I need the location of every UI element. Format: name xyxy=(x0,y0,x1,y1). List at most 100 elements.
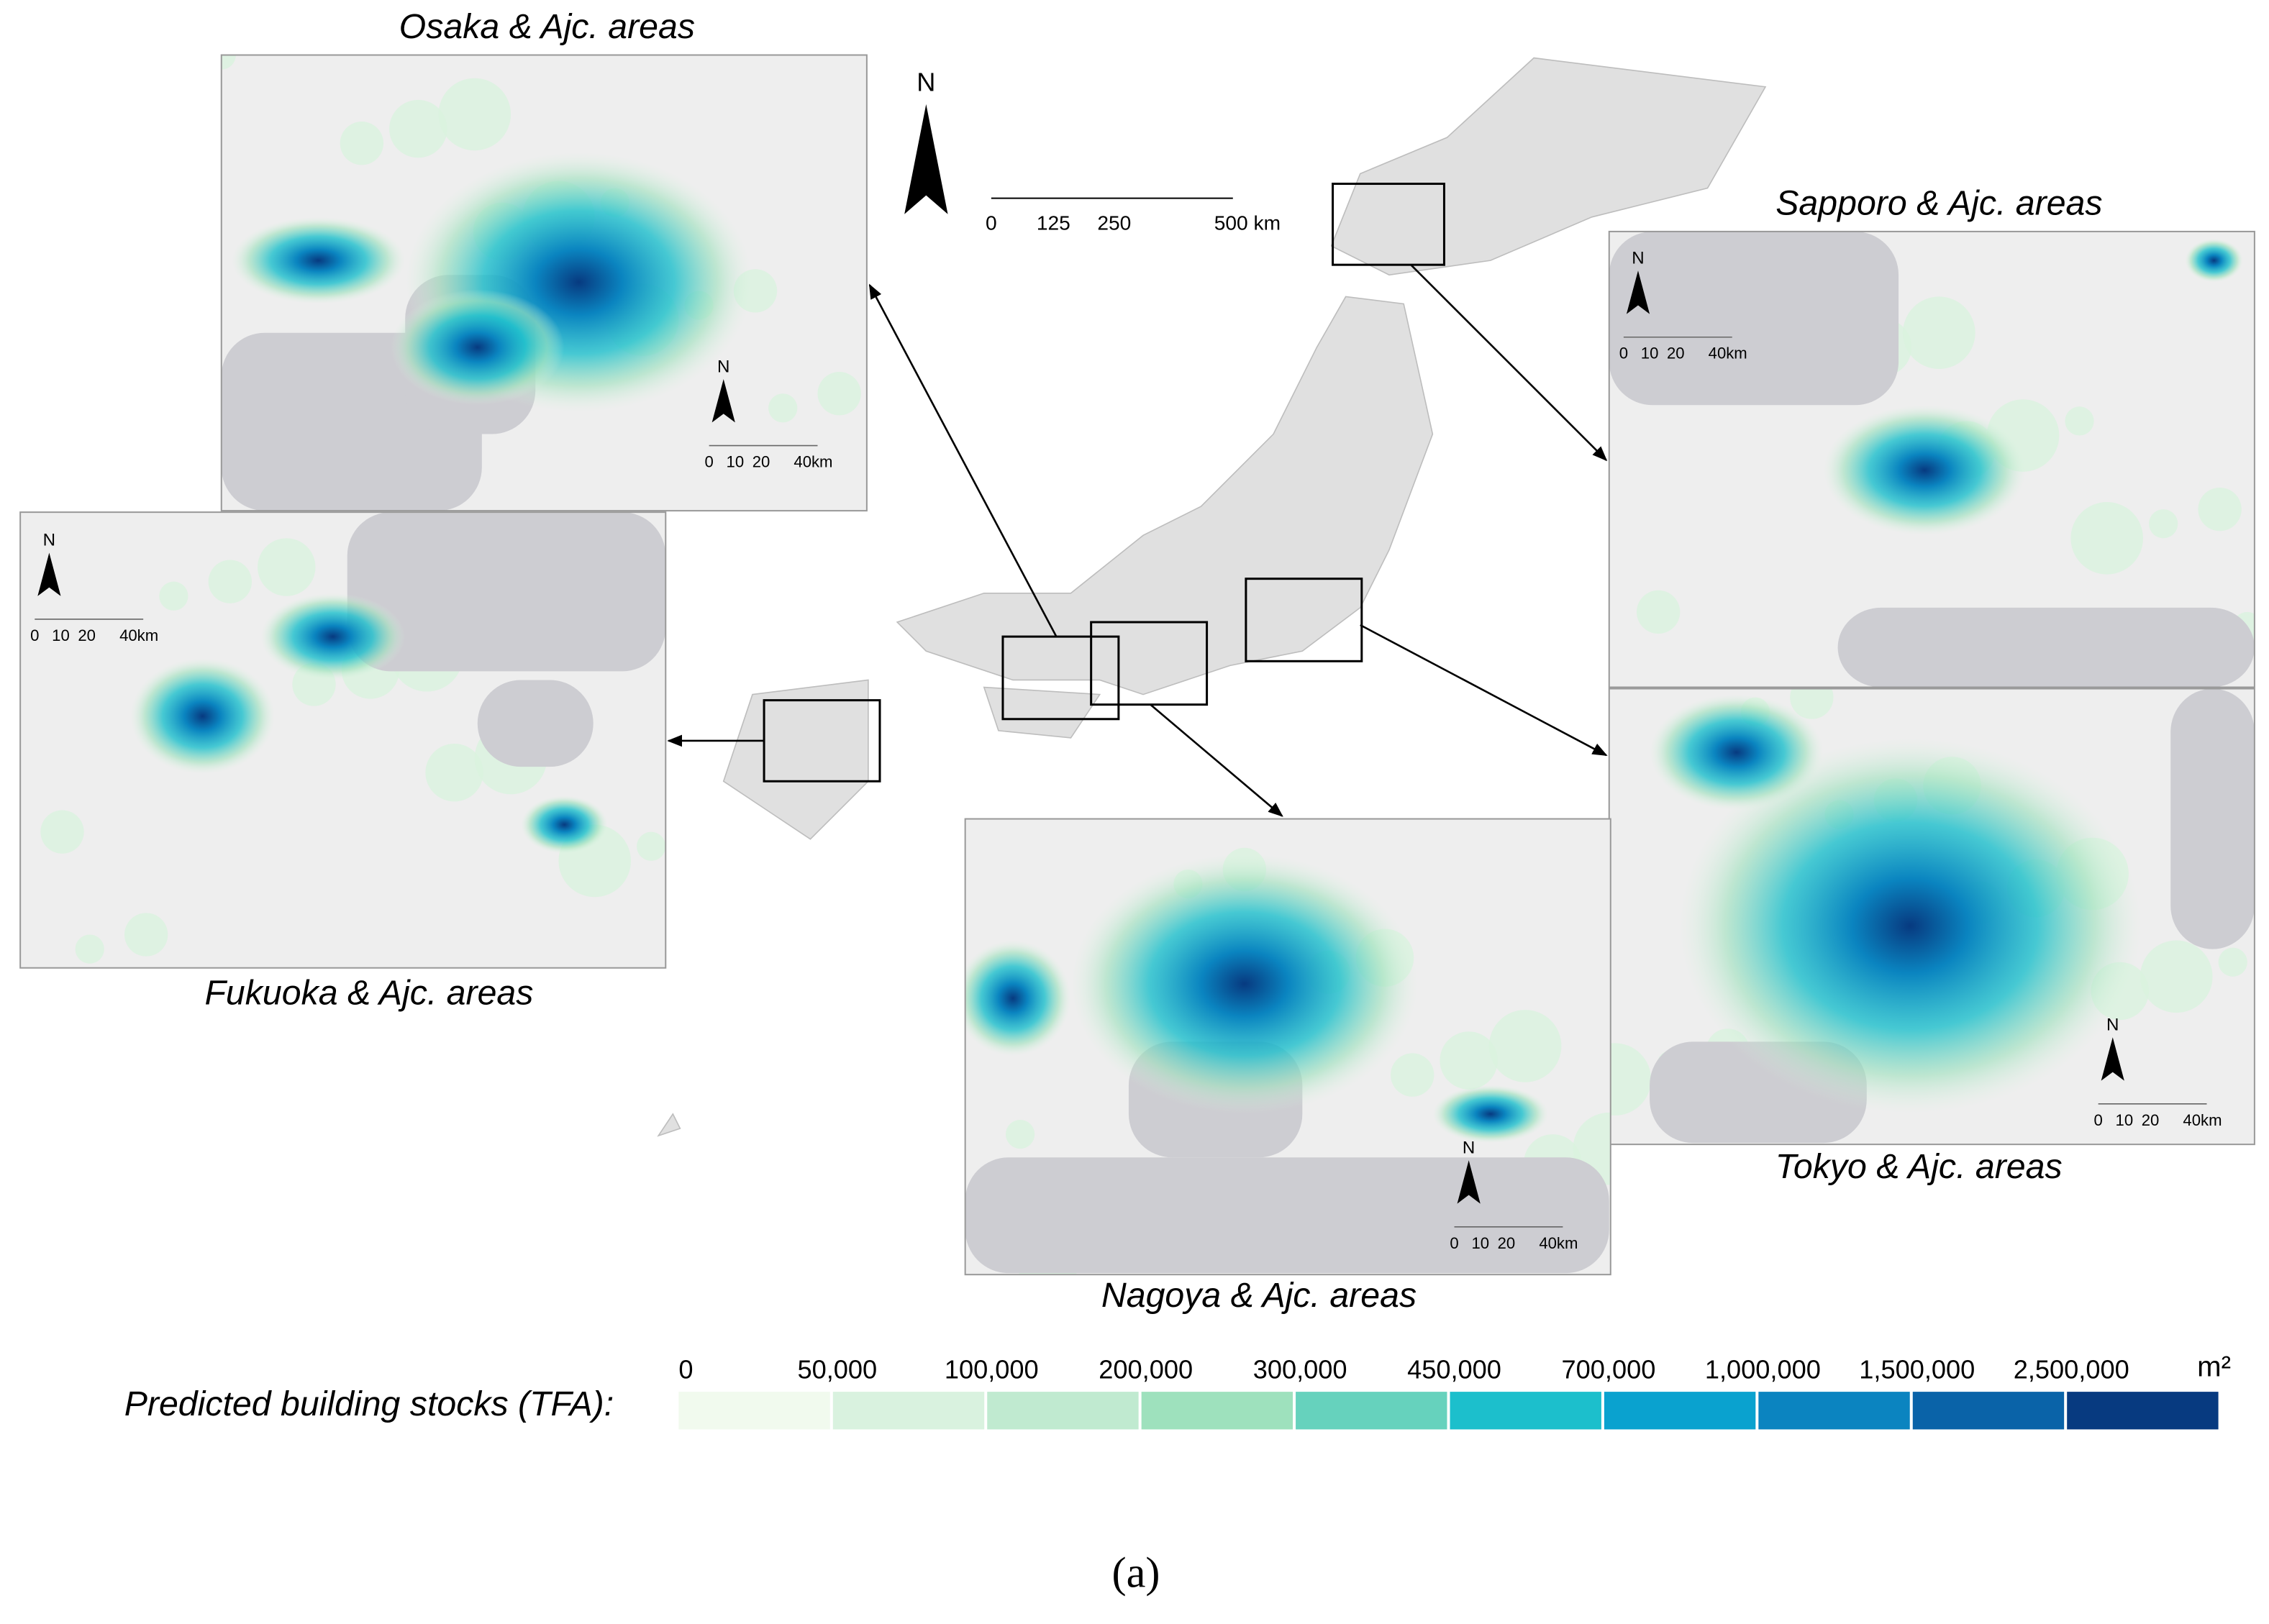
scale-label: 10 xyxy=(2116,1111,2134,1129)
inset-frame xyxy=(220,54,868,512)
north-label: N xyxy=(717,357,729,376)
scale-label: 0 xyxy=(1619,345,1628,362)
scale-label: 20 xyxy=(752,453,770,471)
north-label: N xyxy=(1463,1139,1475,1158)
legend-label: 1,000,000 xyxy=(1705,1355,1821,1384)
urban-area xyxy=(1070,853,1419,1114)
north-label: N xyxy=(2106,1016,2119,1035)
inset-map: Fukuoka & Ajc. areas N 0 10 20 40km xyxy=(19,511,667,1013)
legend-swatch xyxy=(1296,1392,1447,1430)
legend-label: 2,500,000 xyxy=(2014,1355,2129,1384)
scale-label: 10 xyxy=(1641,345,1659,362)
settlement xyxy=(40,810,84,854)
legend-swatch xyxy=(2067,1392,2219,1430)
settlement xyxy=(159,581,188,611)
north-label: N xyxy=(917,67,935,96)
settlement xyxy=(438,78,511,151)
water xyxy=(965,1157,1609,1274)
urban-area xyxy=(391,289,565,406)
urban-area xyxy=(965,940,1071,1057)
scale-label: 0 xyxy=(2093,1111,2102,1129)
legend: Predicted building stocks (TFA): 0 50,000… xyxy=(124,1351,2231,1430)
legend-swatch xyxy=(832,1392,985,1430)
main-scale: N 0 125 250 500 km xyxy=(904,67,1281,234)
legend-title: Predicted building stocks (TFA): xyxy=(124,1384,614,1423)
settlement xyxy=(425,743,483,802)
settlement xyxy=(75,934,104,964)
scale-label: 40km xyxy=(2183,1111,2222,1129)
legend-unit: m² xyxy=(2197,1351,2231,1383)
inset-map: Osaka & Ajc. areas N 0 10 20 40km xyxy=(220,7,868,512)
water xyxy=(477,680,594,767)
legend-swatch xyxy=(1758,1392,1910,1430)
north-arrow xyxy=(1626,270,1650,314)
legend-swatch xyxy=(1912,1392,2065,1430)
scale-label: 250 xyxy=(1097,211,1131,234)
north-arrow xyxy=(2101,1037,2124,1081)
scale-label: 20 xyxy=(78,626,96,644)
scale-label: 0 xyxy=(1450,1234,1458,1252)
settlement xyxy=(817,372,861,416)
water xyxy=(1609,231,1899,406)
settlement xyxy=(2198,487,2242,532)
scale-label: 500 km xyxy=(1214,211,1281,234)
map-content xyxy=(1609,231,2255,688)
legend-label: 50,000 xyxy=(797,1355,877,1384)
legend-swatch xyxy=(1141,1392,1293,1430)
settlement xyxy=(2065,406,2094,436)
inset-map: Nagoya & Ajc. areas N 0 10 20 40km xyxy=(964,818,1611,1315)
inset-map: Sapporo & Ajc. areas N 0 10 20 40km xyxy=(1608,183,2255,688)
urban-area xyxy=(1823,405,2027,536)
water xyxy=(347,512,666,672)
urban-area xyxy=(1678,737,2142,1114)
inset-title: Sapporo & Ajc. areas xyxy=(1775,183,2102,222)
legend-label: 700,000 xyxy=(1562,1355,1656,1384)
scale-label: 40km xyxy=(794,453,832,471)
scale-label: 40km xyxy=(119,626,158,644)
urban-area xyxy=(231,216,406,304)
settlement xyxy=(389,99,447,158)
inset-frame xyxy=(964,818,1611,1276)
north-arrow xyxy=(1457,1160,1481,1204)
urban-area xyxy=(260,593,406,680)
north-label: N xyxy=(43,531,55,550)
urban-area xyxy=(1432,1085,1549,1144)
urban-area xyxy=(130,658,276,775)
legend-swatch xyxy=(987,1392,1139,1430)
settlement xyxy=(1488,1010,1562,1082)
scale-label: 125 xyxy=(1037,211,1070,234)
settlement xyxy=(1636,590,1681,634)
north-arrow xyxy=(711,379,735,423)
legend-label: 450,000 xyxy=(1407,1355,1501,1384)
urban-area xyxy=(2185,238,2243,283)
settlement xyxy=(2149,509,2178,539)
map-content xyxy=(221,55,867,511)
settlement xyxy=(1790,688,1834,719)
settlement xyxy=(258,538,316,596)
main-boxes xyxy=(763,183,1445,783)
inset-frame xyxy=(1608,230,2255,688)
north-arrow xyxy=(904,104,948,214)
settlement xyxy=(1440,1031,1498,1090)
arrows xyxy=(667,264,1608,817)
map-content xyxy=(965,818,1611,1275)
scale-label: 40km xyxy=(1539,1234,1578,1252)
settlement xyxy=(2070,502,2144,575)
scale-label: 0 xyxy=(986,211,997,234)
legend-label: 100,000 xyxy=(945,1355,1039,1384)
settlement xyxy=(1391,1053,1434,1097)
scale-label: 0 xyxy=(704,453,713,471)
north-arrow xyxy=(37,552,61,596)
scale-label: 10 xyxy=(52,626,70,644)
inset-title: Tokyo & Ajc. areas xyxy=(1775,1147,2063,1186)
settlement xyxy=(1005,1119,1035,1149)
inset-frame xyxy=(19,511,667,969)
settlement xyxy=(340,122,384,165)
settlement xyxy=(768,393,798,423)
legend-swatch xyxy=(678,1392,830,1430)
japan-map xyxy=(657,57,1767,1137)
settlement xyxy=(208,560,252,603)
scale-label: 0 xyxy=(30,626,39,644)
settlement xyxy=(124,913,168,957)
scale-label: 40km xyxy=(1709,345,1747,362)
